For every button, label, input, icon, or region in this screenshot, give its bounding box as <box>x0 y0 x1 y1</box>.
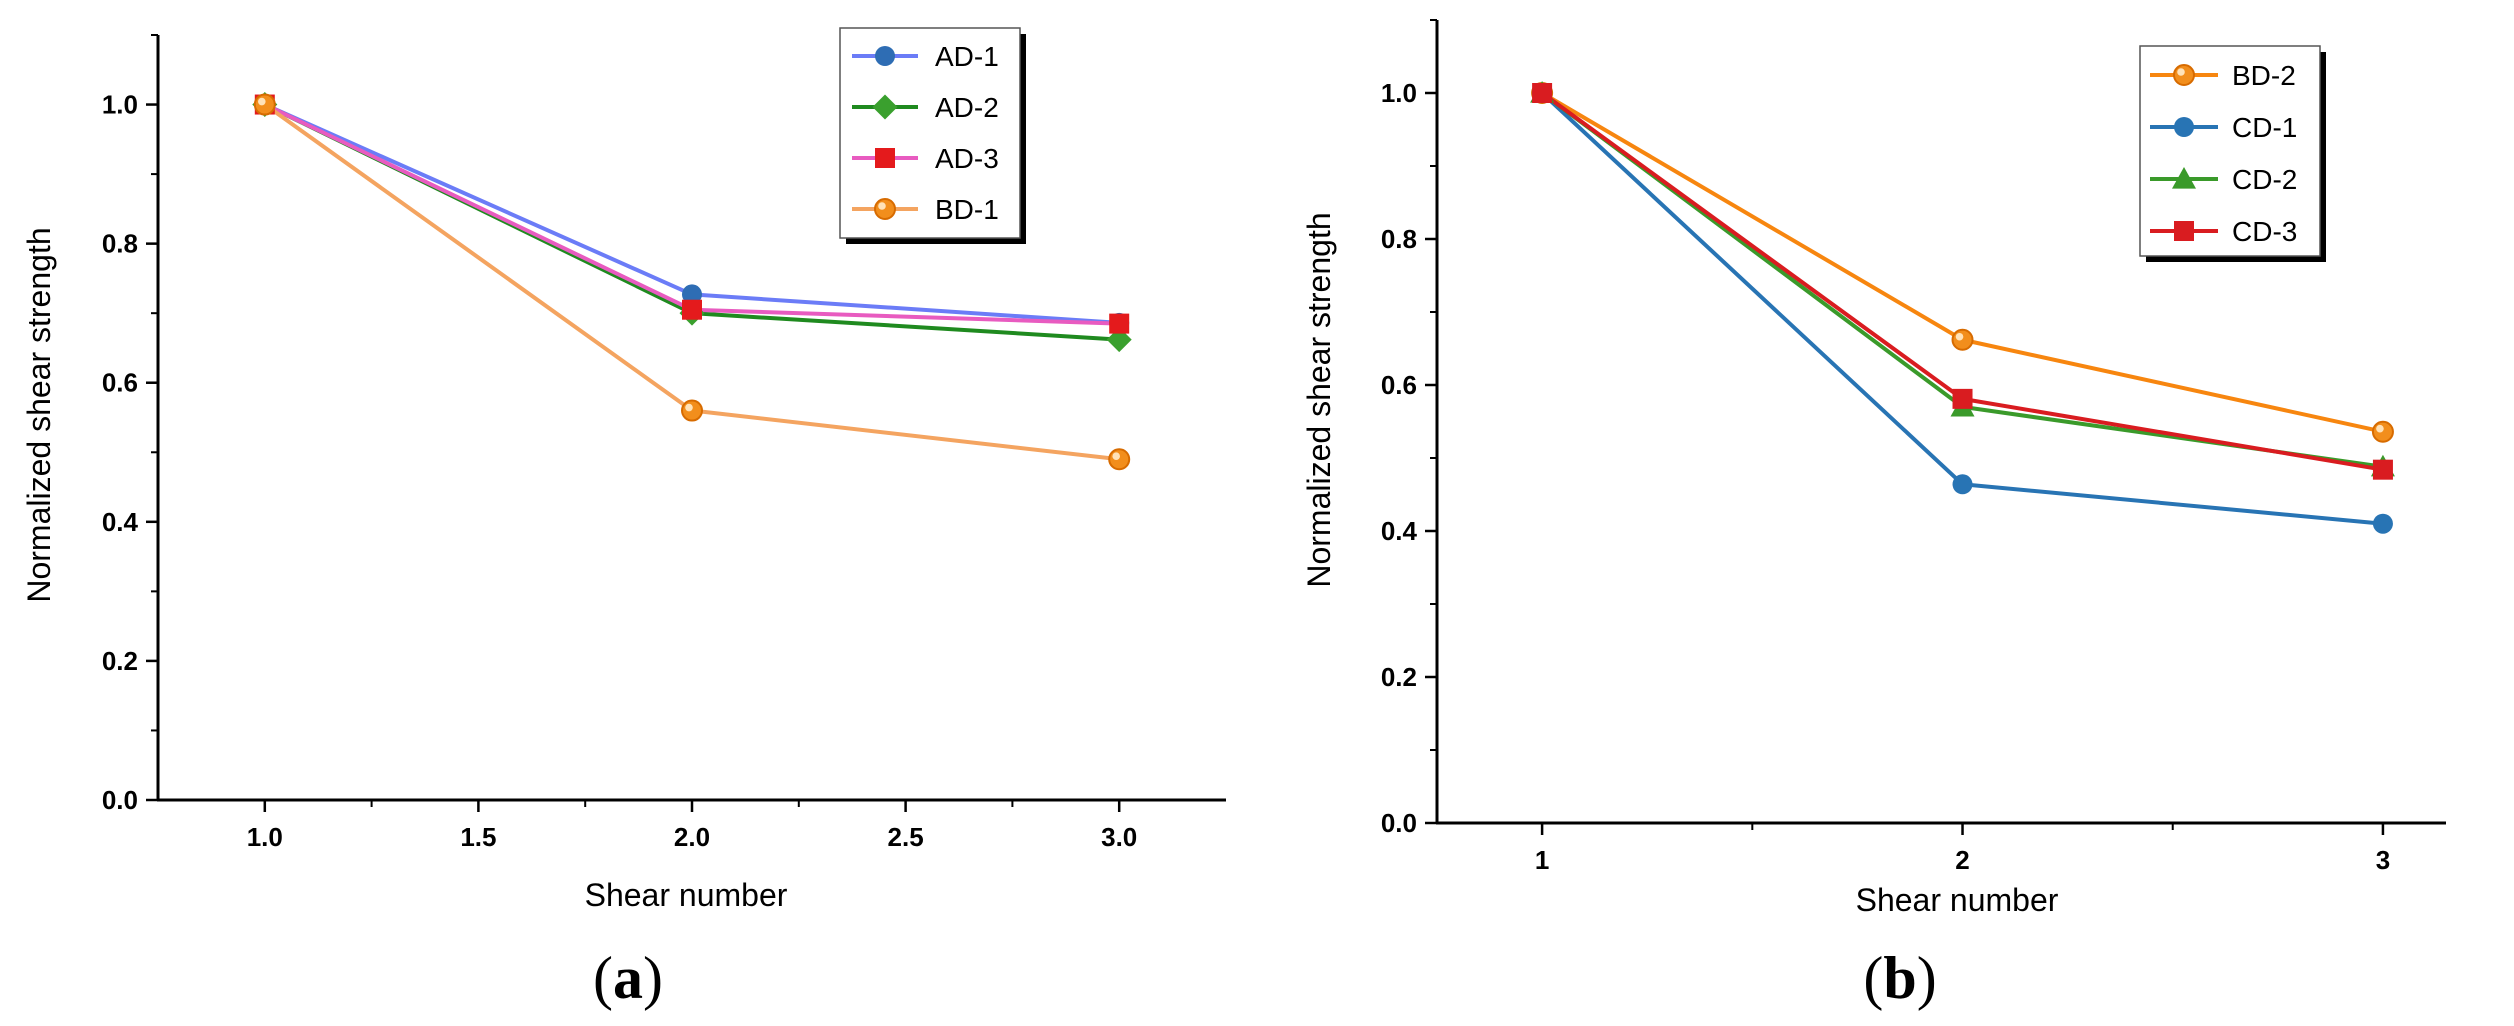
panel-b-legend-cd-2-marker <box>2172 167 2196 189</box>
panel-a-legend-ad-3-marker <box>875 148 895 168</box>
panel-a-y-tick-label: 0.4 <box>102 507 139 537</box>
panel-a-bd-1-point-highlight <box>685 403 693 412</box>
panel-a-ad-3-point <box>682 299 702 320</box>
panel-a-bd-1-point <box>253 93 276 116</box>
panel-b-legend-cd-1-label: CD-1 <box>2232 112 2297 143</box>
panel-b-legend-bd-2-marker-highlight <box>2177 68 2185 76</box>
panel-b-y-tick-label: 0.8 <box>1381 224 1417 254</box>
panel-a-legend-ad-1-marker <box>875 46 895 66</box>
panel-b-x-axis-label: Shear number <box>1856 882 2059 918</box>
panel-b-x-tick-label: 1 <box>1535 845 1549 875</box>
panel-a-legend-box <box>839 27 1021 239</box>
panel-b-y-axis-label: Normalized shear strength <box>1301 212 1337 587</box>
panel-b-legend-bd-2-marker <box>2173 64 2195 86</box>
panel-a-x-tick-label: 1.0 <box>247 822 283 852</box>
panel-a-legend-bd-1-label: BD-1 <box>935 194 999 225</box>
panel-b-y-tick-label: 0.6 <box>1381 370 1417 400</box>
panel-b-bd-2-point <box>1951 328 1974 351</box>
panel-a-bd-1-point-highlight <box>258 97 266 106</box>
panel-b-cd-3-point <box>1532 83 1553 103</box>
panel-a-ad-1-point <box>682 284 702 305</box>
panel-a-y-tick-label: 0.8 <box>102 229 138 259</box>
panel-a-bd-1-point <box>681 399 703 422</box>
panel-a-x-tick-label: 1.5 <box>460 822 496 852</box>
panel-a-y-tick-label: 1.0 <box>102 90 138 120</box>
panel-b-legend-cd-1-marker <box>2174 117 2194 137</box>
panel-a-plot-area: 0.0 0.2 0.4 0.6 0.8 1.0 1.0 1.5 2.0 2.5 3.0 <box>102 34 1226 852</box>
panel-b-plot-area: 0.0 0.2 0.4 0.6 0.8 1.0 1 2 3 <box>1381 19 2446 875</box>
panel-b: Normalized shear strength Shear number (… <box>1301 19 2446 1011</box>
panel-a-bd-1-point-highlight <box>1112 452 1120 461</box>
panel-a-caption-letter: a <box>613 945 643 1011</box>
panel-b-legend-bd-2-label: BD-2 <box>2232 60 2296 91</box>
panel-a-legend-ad-3-label: AD-3 <box>935 143 999 174</box>
panel-b-bd-2-point <box>2371 420 2394 443</box>
panel-a-legend-ad-1-label: AD-1 <box>935 41 999 72</box>
panel-a-y-tick-label: 0.0 <box>102 785 138 815</box>
panel-a-ad-3-point <box>1109 313 1130 334</box>
panel-b-x-tick-label: 3 <box>2376 845 2390 875</box>
panel-b-caption-letter: b <box>1883 945 1916 1011</box>
panel-b-cd-1-point <box>1952 474 1973 495</box>
panel-a-legend: AD-1 AD-2 AD-3 BD-1 <box>839 27 1026 244</box>
panel-a-legend-bd-1-marker <box>874 198 896 220</box>
panel-a-x-tick-label: 2.5 <box>888 822 924 852</box>
panel-a-legend-ad-2-label: AD-2 <box>935 92 999 123</box>
panel-b-y-tick-label: 1.0 <box>1381 78 1417 108</box>
panel-b-y-tick-label: 0.0 <box>1381 808 1417 838</box>
panel-a-x-axis-label: Shear number <box>585 877 788 913</box>
panel-a-y-tick-label: 0.2 <box>102 646 138 676</box>
panel-a-legend-ad-2-marker <box>872 94 898 120</box>
panel-b-series-cd-3-markers <box>1532 83 2393 480</box>
panel-b-legend-cd-3-label: CD-3 <box>2232 216 2297 247</box>
panel-b-cd-3-point <box>2372 459 2393 480</box>
panel-a-y-axis-label: Normalized shear strength <box>21 227 57 602</box>
panel-a-bd-1-point <box>1108 448 1131 471</box>
panel-b-cd-3-point <box>1952 388 1973 409</box>
panel-b-bd-2-point-highlight <box>2376 424 2384 433</box>
panel-a-x-tick-label: 2.0 <box>674 822 710 852</box>
panel-a-series-bd-1-markers <box>253 93 1131 471</box>
panel-b-y-tick-label: 0.2 <box>1381 662 1417 692</box>
panel-b-legend-cd-2-label: CD-2 <box>2232 164 2297 195</box>
panel-b-legend: BD-2 CD-1 CD-2 CD-3 <box>2139 45 2326 262</box>
panel-a: Normalized shear strength Shear number (… <box>21 27 1226 1011</box>
panel-b-y-tick-label: 0.4 <box>1381 516 1418 546</box>
panel-a-legend-bd-1-marker-highlight <box>878 202 886 210</box>
panel-b-cd-1-point <box>2372 513 2393 534</box>
panel-a-caption: (a) <box>593 945 663 1011</box>
panel-a-x-tick-label: 3.0 <box>1101 822 1137 852</box>
panel-b-legend-box <box>2139 45 2321 257</box>
panel-b-bd-2-point-highlight <box>1955 332 1964 341</box>
panel-b-x-tick-label: 2 <box>1955 845 1969 875</box>
panel-b-legend-cd-3-marker <box>2174 221 2194 241</box>
panel-a-y-tick-label: 0.6 <box>102 368 138 398</box>
panel-b-caption: (b) <box>1863 945 1936 1011</box>
